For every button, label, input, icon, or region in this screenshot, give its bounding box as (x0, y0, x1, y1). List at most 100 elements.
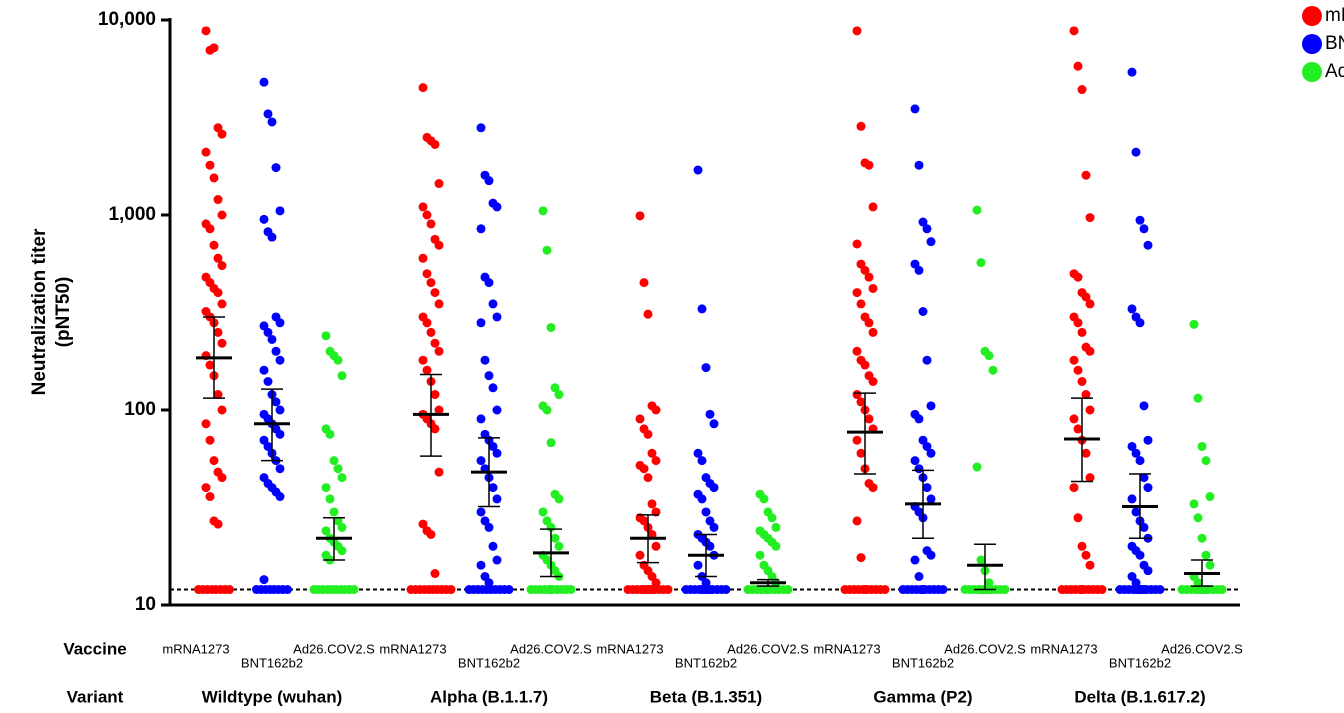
data-point (984, 578, 994, 588)
data-point (701, 363, 711, 373)
data-point (1000, 585, 1010, 595)
data-point (651, 405, 661, 415)
data-point (550, 533, 560, 543)
data-point (922, 355, 932, 365)
data-point (1115, 585, 1125, 595)
data-point (213, 519, 223, 529)
data-point (526, 585, 536, 595)
y-axis-label: (pNT50) (53, 277, 74, 348)
data-point (1135, 215, 1145, 225)
data-point (217, 210, 227, 220)
data-point (972, 462, 982, 472)
data-point (1193, 513, 1203, 523)
data-point (309, 585, 319, 595)
data-point (217, 338, 227, 348)
data-point (1081, 448, 1091, 458)
data-point (767, 513, 777, 523)
data-point (651, 541, 661, 551)
data-point (205, 360, 215, 370)
data-point (259, 321, 269, 331)
data-point (709, 522, 719, 532)
data-point (418, 519, 428, 529)
data-point (926, 448, 936, 458)
data-point (476, 456, 486, 466)
data-point (860, 360, 870, 370)
data-point (1069, 26, 1079, 36)
data-point (422, 365, 432, 375)
data-point (205, 224, 215, 234)
data-point (492, 202, 502, 212)
data-point (275, 206, 285, 216)
data-point (271, 163, 281, 173)
data-point (275, 405, 285, 415)
data-point (1135, 318, 1145, 328)
data-point (1085, 473, 1095, 483)
data-point (333, 464, 343, 474)
data-point (480, 516, 490, 526)
data-point (213, 253, 223, 263)
data-point (759, 494, 769, 504)
data-point (864, 414, 874, 424)
data-point (337, 546, 347, 556)
data-point (1069, 355, 1079, 365)
data-point (755, 550, 765, 560)
data-point (263, 441, 273, 451)
data-point (1057, 585, 1067, 595)
data-point (1143, 566, 1153, 576)
data-point (1085, 405, 1095, 415)
data-point (693, 448, 703, 458)
data-point (1193, 393, 1203, 403)
data-point (484, 278, 494, 288)
data-point (697, 456, 707, 466)
data-point (856, 121, 866, 131)
data-point (418, 253, 428, 263)
data-point (856, 397, 866, 407)
data-point (283, 585, 292, 595)
data-point (852, 26, 862, 36)
data-point (337, 371, 347, 381)
data-point (205, 160, 215, 170)
data-point (321, 526, 331, 536)
vaccine-label: mRNA1273 (1030, 641, 1097, 656)
data-point (492, 448, 502, 458)
data-point (918, 306, 928, 316)
data-point (1085, 213, 1095, 223)
vaccine-label: Ad26.COV2.S (727, 641, 809, 656)
data-point (504, 585, 514, 595)
data-point (201, 483, 211, 493)
data-point (1135, 550, 1145, 560)
variant-label: Beta (B.1.351) (650, 687, 762, 706)
data-point (852, 516, 862, 526)
data-point (721, 585, 731, 595)
data-point (430, 424, 440, 434)
data-point (910, 104, 920, 114)
data-point (701, 507, 711, 517)
data-point (1201, 456, 1211, 466)
vaccine-label: mRNA1273 (596, 641, 663, 656)
data-point (275, 464, 285, 474)
data-point (209, 173, 219, 183)
data-point (1189, 499, 1199, 509)
data-point (852, 390, 862, 400)
data-point (426, 278, 436, 288)
data-point (639, 464, 649, 474)
data-point (554, 541, 564, 551)
data-point (976, 258, 986, 268)
data-point (217, 405, 227, 415)
data-point (1073, 318, 1083, 328)
data-point (643, 473, 653, 483)
data-point (542, 516, 552, 526)
data-point (840, 585, 850, 595)
data-point (430, 569, 440, 579)
data-point (1177, 585, 1187, 595)
data-point (488, 483, 498, 493)
data-point (705, 541, 715, 551)
data-point (213, 195, 223, 205)
legend-marker (1302, 62, 1322, 82)
data-point (1201, 550, 1211, 560)
data-point (426, 219, 436, 229)
data-point (1127, 67, 1137, 77)
data-point (217, 299, 227, 309)
data-point (418, 355, 428, 365)
data-point (639, 516, 649, 526)
